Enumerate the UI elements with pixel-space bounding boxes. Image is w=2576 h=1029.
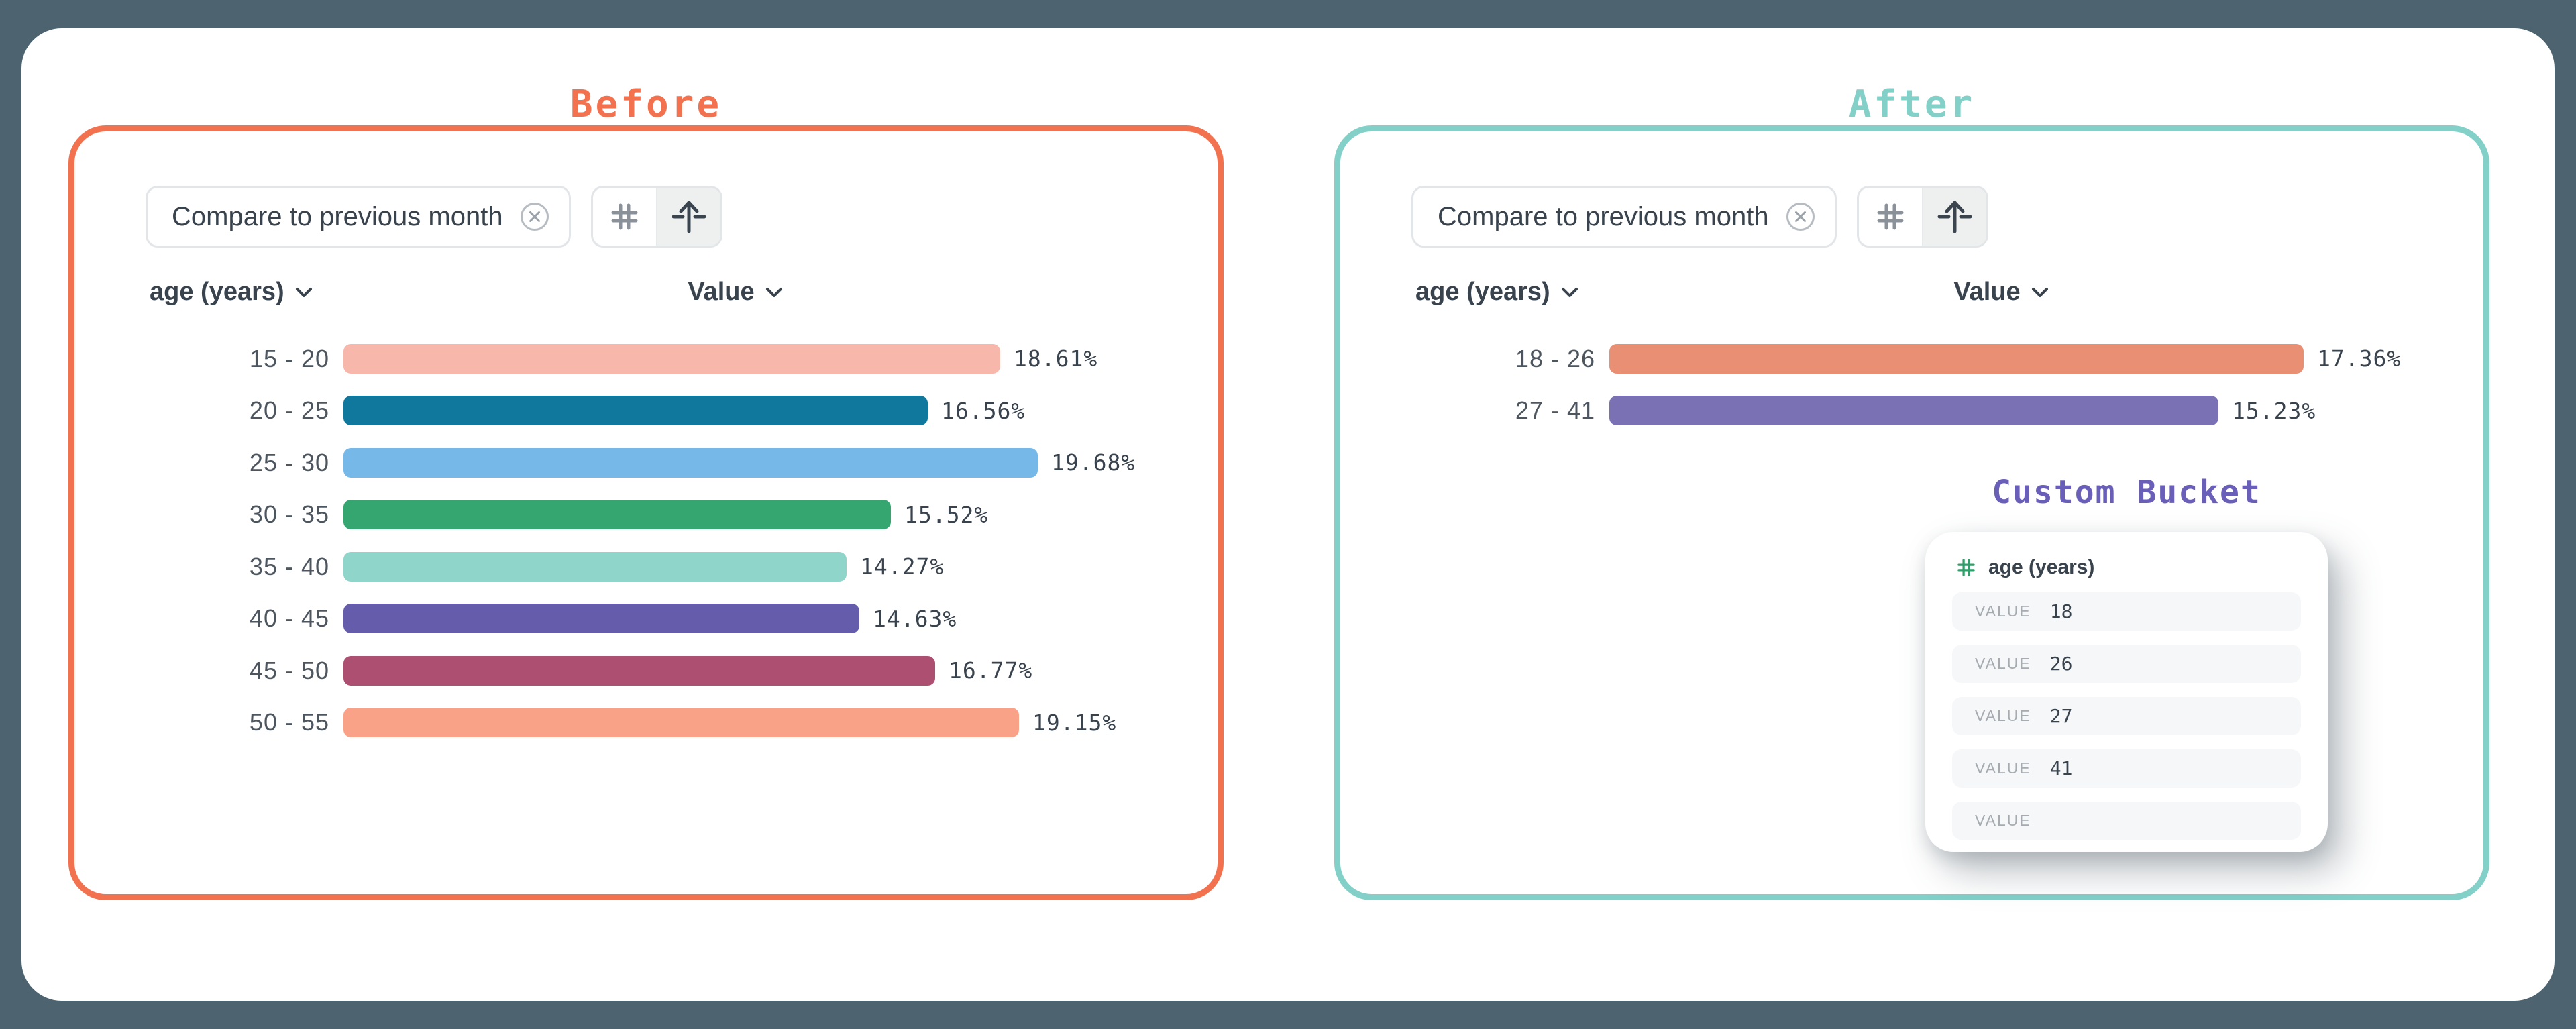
bar-chart: 15 - 20 18.61% 20 - 25 16.56% 25 - 30 19.68% 3… [150, 333, 1135, 749]
metric-header-label: Value [688, 278, 755, 306]
value-label: 19.68% [1051, 449, 1136, 476]
bucket-value-row[interactable]: VALUE 18 [1952, 592, 2301, 631]
bar[interactable] [343, 343, 1000, 374]
bar[interactable] [343, 447, 1038, 478]
chart-row: 20 - 25 16.56% [150, 385, 1135, 437]
value-label: 14.27% [860, 553, 945, 580]
chevron-down-icon [1561, 287, 1578, 298]
metric-header[interactable]: Value [611, 278, 859, 307]
bucket-row-label: VALUE [1975, 707, 2031, 724]
filter-chip-label: Compare to previous month [1438, 201, 1769, 231]
category-label: 30 - 35 [249, 500, 329, 529]
category-label: 35 - 40 [249, 552, 329, 580]
circle-x-icon[interactable] [519, 201, 550, 232]
value-label: 18.61% [1014, 345, 1098, 372]
bucket-row-label: VALUE [1975, 602, 2031, 620]
axis-orientation-button[interactable] [1922, 188, 1986, 246]
bar[interactable] [1609, 343, 2304, 374]
bar[interactable] [343, 500, 891, 530]
filter-chip[interactable]: Compare to previous month [1411, 186, 1837, 248]
bucket-value-row[interactable]: VALUE 26 [1952, 645, 2301, 683]
dimension-header[interactable]: age (years) [1415, 278, 1578, 307]
bar[interactable] [1609, 396, 2218, 426]
bucket-field-header: age (years) [1952, 548, 2301, 587]
bar[interactable] [343, 396, 928, 426]
arrow-up-through-line-icon [1936, 198, 1974, 235]
after-panel: Compare to previous month [1334, 125, 2489, 900]
chart-row: 40 - 45 14.63% [150, 593, 1135, 645]
filter-chip[interactable]: Compare to previous month [146, 186, 571, 248]
dimension-header[interactable]: age (years) [150, 278, 313, 307]
bar[interactable] [343, 708, 1019, 738]
display-toggle-group [1857, 186, 1988, 248]
content-card: Before Compare to previous month [21, 28, 2555, 1001]
chart-row: 45 - 50 16.77% [150, 645, 1135, 697]
chart-row: 30 - 35 15.52% [150, 489, 1135, 541]
chart-row: 50 - 55 19.15% [150, 697, 1135, 749]
bar-chart: 18 - 26 17.36% 27 - 41 15.23% [1415, 333, 2401, 437]
before-title: Before [570, 83, 722, 126]
value-label: 17.36% [2317, 345, 2402, 372]
bucket-row-label: VALUE [1975, 812, 2031, 829]
category-label: 27 - 41 [1515, 396, 1595, 425]
axis-orientation-button[interactable] [656, 188, 720, 246]
value-label: 15.52% [904, 501, 989, 528]
hash-grid-icon [1956, 557, 1976, 578]
metric-header[interactable]: Value [1877, 278, 2125, 307]
hash-grid-icon [1875, 201, 1906, 232]
value-label: 15.23% [2232, 397, 2316, 424]
bar[interactable] [343, 604, 859, 634]
chart-row: 18 - 26 17.36% [1415, 333, 2401, 385]
hash-grid-icon [609, 201, 640, 232]
bucket-value-row[interactable]: VALUE 27 [1952, 697, 2301, 735]
bucket-row-value: 26 [2049, 653, 2073, 675]
value-label: 16.77% [949, 657, 1033, 684]
dimension-header-label: age (years) [150, 278, 284, 306]
metric-header-label: Value [1953, 278, 2021, 306]
binning-toggle-button[interactable] [593, 188, 656, 246]
chart-row: 35 - 40 14.27% [150, 541, 1135, 593]
category-label: 18 - 26 [1515, 344, 1595, 372]
circle-x-icon[interactable] [1785, 201, 1816, 232]
bucket-row-label: VALUE [1975, 759, 2031, 777]
bar[interactable] [343, 655, 935, 686]
arrow-up-through-line-icon [670, 198, 708, 235]
value-label: 19.15% [1032, 709, 1117, 736]
chevron-down-icon [295, 287, 313, 298]
binning-toggle-button[interactable] [1859, 188, 1922, 246]
bucket-row-value: 27 [2049, 705, 2073, 727]
chart-row: 15 - 20 18.61% [150, 333, 1135, 385]
category-label: 20 - 25 [249, 396, 329, 425]
chart-row: 25 - 30 19.68% [150, 437, 1135, 489]
custom-bucket-title: Custom Bucket [1992, 474, 2261, 511]
category-label: 40 - 45 [249, 604, 329, 633]
display-toggle-group [591, 186, 722, 248]
before-panel: Compare to previous month [68, 125, 1224, 900]
category-label: 25 - 30 [249, 448, 329, 476]
bucket-row-label: VALUE [1975, 655, 2031, 672]
value-label: 14.63% [873, 605, 957, 632]
filter-chip-label: Compare to previous month [172, 201, 503, 231]
bucket-row-value: 41 [2049, 757, 2073, 779]
custom-bucket-popup: age (years) VALUE 18 VALUE 26 VALUE 27 VALUE 41… [1925, 532, 2328, 852]
chevron-down-icon [2031, 287, 2049, 298]
bucket-field-label: age (years) [1988, 556, 2095, 578]
value-label: 16.56% [941, 397, 1026, 424]
bar[interactable] [343, 551, 847, 582]
bucket-value-list: VALUE 18 VALUE 26 VALUE 27 VALUE 41 VALUE [1952, 592, 2301, 840]
after-title: After [1848, 83, 1976, 126]
category-label: 45 - 50 [249, 656, 329, 684]
bucket-row-value: 18 [2049, 600, 2073, 622]
chevron-down-icon [765, 287, 783, 298]
bucket-value-row[interactable]: VALUE [1952, 802, 2301, 840]
chart-row: 27 - 41 15.23% [1415, 385, 2401, 437]
dimension-header-label: age (years) [1415, 278, 1550, 306]
category-label: 50 - 55 [249, 708, 329, 737]
bucket-value-row[interactable]: VALUE 41 [1952, 749, 2301, 788]
category-label: 15 - 20 [249, 344, 329, 372]
